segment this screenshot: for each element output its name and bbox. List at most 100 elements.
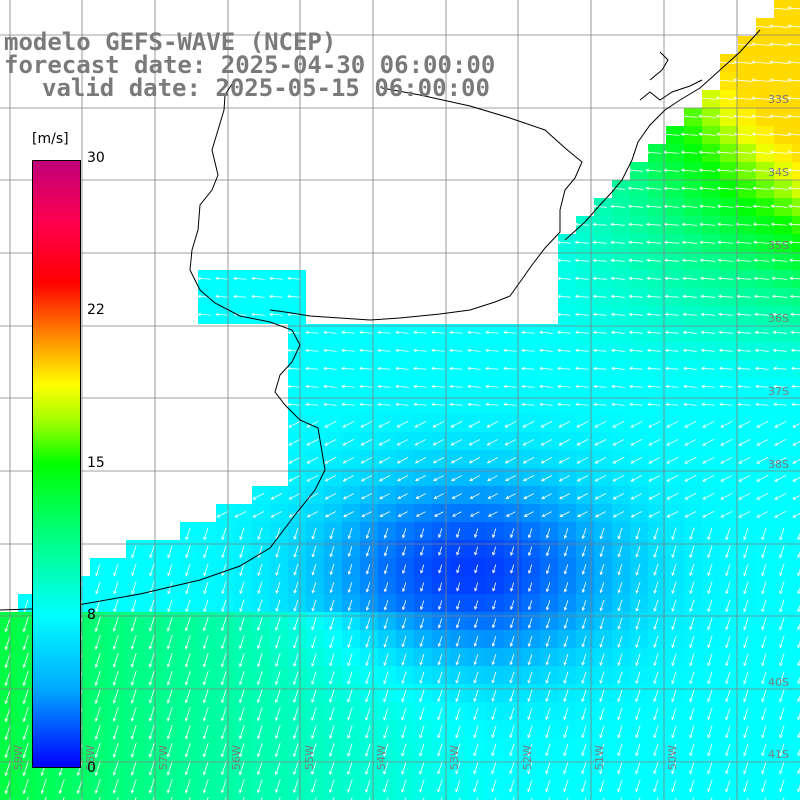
wind-arrow (470, 511, 480, 517)
wind-arrow-head (437, 698, 441, 703)
wind-arrow-head (347, 680, 351, 685)
wind-arrow (700, 259, 716, 262)
wind-arrow (342, 439, 355, 446)
wind-arrow (612, 403, 625, 406)
wind-arrow-head (701, 402, 705, 407)
wind-arrow (797, 766, 800, 774)
wind-arrow-head (792, 478, 796, 482)
wind-arrow-head (599, 662, 603, 666)
wind-arrow-head (492, 606, 496, 610)
wind-arrow (683, 295, 697, 298)
wind-arrow (736, 295, 752, 298)
wind-arrow-head (592, 240, 597, 245)
wind-arrow-head (401, 698, 405, 703)
wind-arrow (167, 652, 173, 667)
wind-arrow (649, 493, 661, 500)
wind-arrow (702, 403, 715, 406)
wind-arrow-head (725, 626, 729, 631)
wind-arrow-head (413, 366, 417, 371)
wind-arrow (735, 223, 752, 226)
wind-arrow-head (365, 570, 370, 575)
wind-arrow-head (720, 442, 725, 446)
wind-arrow (221, 653, 227, 667)
wind-arrow (257, 527, 263, 540)
wind-cell (216, 792, 234, 800)
wind-arrow-head (148, 753, 153, 758)
wind-arrow (491, 743, 497, 756)
wind-arrow-head (377, 402, 382, 407)
wind-arrow (647, 313, 661, 316)
wind-arrow (23, 616, 29, 632)
wind-arrow-head (738, 460, 743, 464)
wind-arrow-head (737, 402, 741, 407)
wind-arrow (293, 761, 299, 775)
wind-arrow-head (689, 698, 693, 703)
wind-arrow-head (419, 716, 423, 721)
wind-arrow-head (753, 276, 758, 281)
wind-arrow-head (545, 552, 550, 557)
wind-arrow (239, 617, 245, 631)
latitude-label: 35S (768, 239, 789, 252)
wind-arrow (797, 730, 800, 738)
wind-arrow-head (40, 772, 45, 777)
wind-arrow (631, 493, 643, 500)
wind-arrow (761, 689, 767, 702)
wind-arrow-head (401, 625, 406, 630)
wind-arrow-head (599, 752, 603, 757)
wind-arrow-head (682, 294, 687, 299)
wind-arrow-head (653, 698, 657, 703)
wind-arrow (432, 349, 445, 352)
wind-cell (792, 486, 800, 504)
wind-arrow-head (437, 770, 441, 775)
wind-arrow (203, 779, 209, 793)
wind-arrow-head (735, 240, 740, 245)
wind-arrow (397, 439, 409, 446)
wind-arrow (438, 564, 443, 573)
latitude-label: 40S (768, 676, 789, 689)
wind-arrow (684, 511, 697, 518)
wind-arrow (510, 546, 515, 556)
wind-arrow (522, 367, 535, 370)
wind-arrow (545, 761, 551, 774)
wind-arrow (689, 545, 695, 558)
wind-arrow (131, 563, 137, 576)
wind-arrow (287, 331, 301, 334)
wind-arrow-head (682, 348, 687, 353)
wind-arrow (486, 385, 499, 388)
wind-arrow (311, 617, 317, 630)
wind-arrow (617, 779, 623, 792)
wind-arrow (725, 545, 731, 558)
wind-arrow (684, 457, 697, 464)
wind-arrow (167, 581, 173, 594)
wind-arrow (653, 563, 659, 576)
wind-arrow (383, 671, 389, 684)
wind-arrow (360, 349, 373, 352)
wind-arrow-head (130, 699, 135, 704)
wind-arrow (666, 403, 679, 406)
colorbar-tick: 15 (87, 455, 105, 471)
wind-arrow-head (761, 698, 765, 703)
wind-arrow-head (202, 789, 207, 794)
wind-arrow (581, 689, 587, 702)
wind-arrow-head (130, 789, 135, 794)
wind-arrow-head (707, 626, 711, 631)
wind-arrow (330, 563, 335, 575)
wind-arrow-head (401, 752, 405, 757)
wind-arrow (167, 706, 173, 721)
wind-arrow-head (220, 789, 225, 794)
wind-arrow-head (509, 788, 513, 793)
wind-arrow (307, 475, 319, 482)
wind-arrow-head (545, 643, 550, 648)
wind-arrow-head (130, 663, 135, 668)
wind-arrow (737, 385, 751, 388)
wind-arrow-head (574, 312, 579, 317)
wind-arrow (707, 653, 713, 666)
wind-arrow (360, 385, 373, 388)
wind-arrow (294, 581, 299, 594)
wind-arrow (361, 493, 373, 500)
wind-arrow-head (365, 535, 370, 539)
wind-arrow-head (617, 625, 621, 630)
wind-arrow-head (401, 716, 405, 721)
wind-arrow-head (671, 680, 675, 685)
wind-arrow (707, 671, 713, 684)
